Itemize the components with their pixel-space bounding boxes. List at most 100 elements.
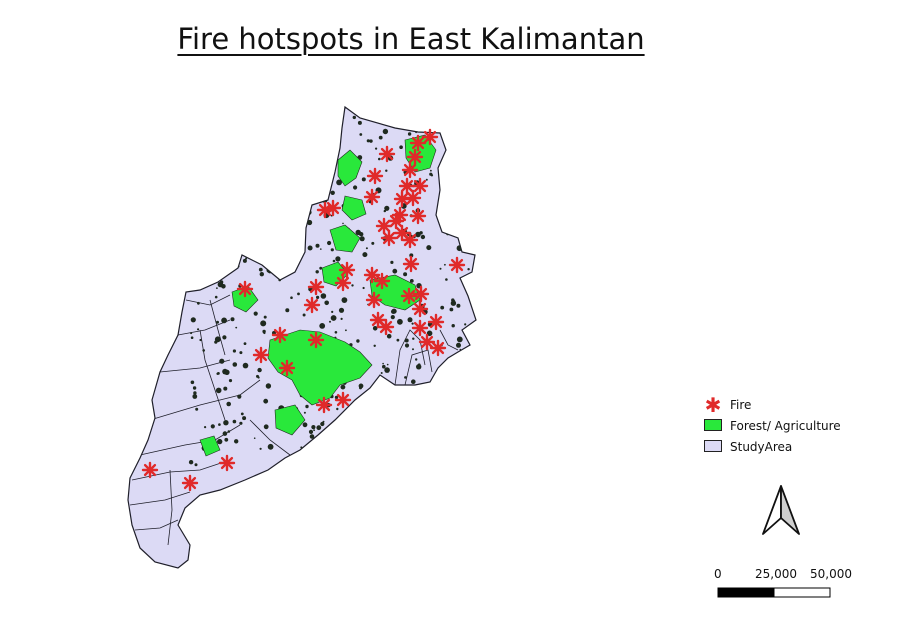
forest-fragment [355,229,361,236]
forest-fragment [386,363,389,366]
forest-fragment [223,386,228,391]
forest-fragment [439,267,442,270]
forest-fragment [253,152,259,158]
fire-marker [448,256,466,274]
forest-fragment [454,178,457,182]
forest-fragment [221,227,224,230]
fire-marker [411,300,429,318]
forest-fragment [465,225,469,229]
forest-fragment [345,329,347,332]
forest-fragment [285,119,287,121]
forest-fragment [404,343,410,348]
forest-fragment [316,425,322,431]
forest-fragment [362,286,365,290]
forest-fragment [259,152,263,156]
forest-fragment [190,317,196,323]
forest-fragment [190,258,195,263]
forest-fragment [451,397,454,400]
forest-fragment [194,463,198,467]
forest-fragment [359,236,365,242]
fire-marker [418,333,436,351]
forest-fragment [329,132,332,135]
forest-fragment [240,412,244,416]
forest-fragment [303,205,308,210]
forest-fragment [455,169,459,172]
forest-fragment [379,392,385,398]
forest-fragment [453,149,458,155]
forest-fragment [218,130,224,136]
forest-fragment [476,413,481,418]
fire-hotspots [141,128,466,492]
forest-fragment [442,186,445,190]
forest-fragment [309,434,315,439]
fire-marker [373,272,391,290]
forest-fragment [245,257,248,260]
forest-fragment [243,342,247,345]
fire-marker [391,206,409,224]
forest-fragment [237,394,242,399]
forest-fragment [219,358,225,364]
forest-agriculture-areas [199,134,437,457]
forest-fragment [457,372,464,378]
forest-fragment [394,463,399,468]
forest-fragment [362,252,368,258]
forest-fragment [389,115,395,121]
forest-fragment [302,422,308,428]
forest-fragment [391,309,396,314]
forest-fragment [319,141,322,144]
fire-marker [334,274,352,292]
forest-fragment [390,260,394,264]
forest-fragment [416,364,422,370]
forest-fragment [226,112,232,117]
forest-fragment [455,453,458,456]
forest-fragment [409,394,414,399]
scale-bar-labels: 0 25,000 50,000 [0,567,910,583]
north-arrow-icon [762,485,800,535]
forest-fragment [209,188,212,191]
forest-fragment [222,335,227,340]
forest-fragment [456,303,461,308]
forest-patch-northeast [404,134,437,173]
forest-fragment [457,119,463,125]
forest-fragment [330,248,334,252]
forest-fragment [449,307,454,312]
forest-fragment [253,249,256,252]
forest-fragment [314,139,321,146]
forest-fragment [242,416,247,421]
fire-marker [409,134,427,152]
forest-fragment [188,460,194,465]
scale-bar-segment-white [773,587,831,598]
forest-fragment [432,451,436,456]
forest-fragment [336,407,339,411]
forest-fragment [412,337,415,340]
forest-fragment [253,437,256,440]
fire-marker [427,313,445,331]
forest-fragment [195,162,200,167]
forest-fragment [292,165,299,171]
forest-fragment [390,315,395,320]
forest-fragment [334,395,339,400]
forest-fragment [327,240,332,246]
forest-fragment [459,196,465,202]
forest-fragment [224,151,228,154]
forest-fragment [336,112,340,116]
forest-fragment [479,114,481,116]
fire-marker [271,326,289,344]
forest-fragment [222,268,224,271]
forest-fragment [331,310,334,313]
forest-fragment [395,422,400,427]
forest-fragment [252,151,256,155]
forest-fragment [412,348,414,351]
forest-fragment [196,185,200,188]
forest-fragment [285,308,290,313]
forest-fragment [218,423,221,426]
forest-fragment [269,160,275,167]
forest-fragment [221,317,228,324]
forest-patch-mid [329,224,361,253]
forest-fragment [369,139,373,143]
forest-fragment [476,346,478,348]
forest-fragment [356,339,360,343]
forest-fragment [468,441,474,447]
forest-fragment [325,137,332,143]
